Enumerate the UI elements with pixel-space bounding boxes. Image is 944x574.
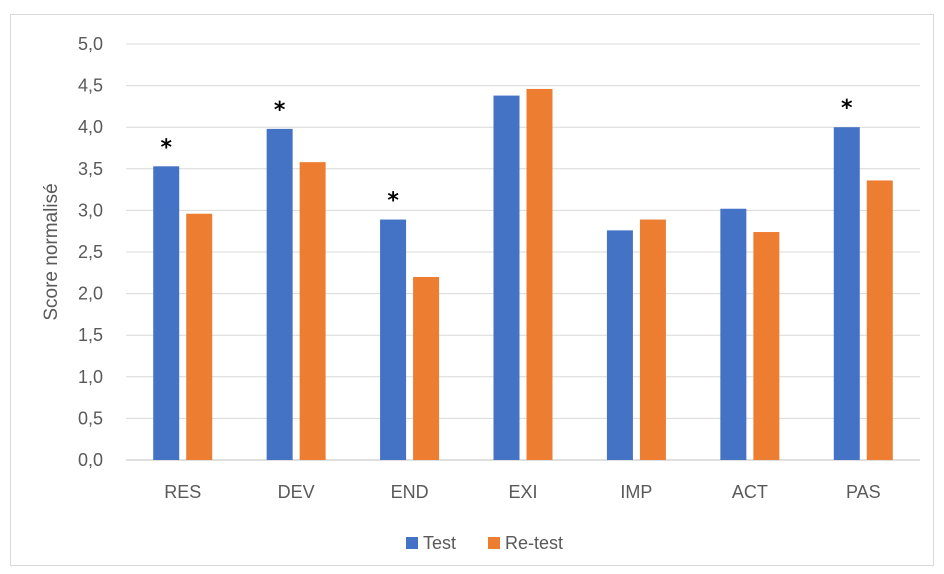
bar-re-test-imp [639,219,666,460]
y-tick-label: 2,0 [78,284,103,304]
y-tick-label: 4,0 [78,117,103,137]
x-tick-label: IMP [620,482,652,502]
bar-re-test-pas [866,180,893,460]
significance-marker: * [160,135,172,160]
significance-marker: * [274,98,286,123]
y-tick-label: 3,5 [78,159,103,179]
significance-markers: * * * * [160,96,853,213]
significance-marker: * [841,96,853,121]
y-tick-label: 1,0 [78,367,103,387]
bars [153,88,893,461]
y-axis-ticks: 0,0 0,5 1,0 1,5 2,0 2,5 3,0 3,5 4,0 4,5 5,0 [78,34,103,470]
x-tick-label: ACT [732,482,768,502]
bar-re-test-exi [526,88,553,460]
bar-test-res [153,166,180,460]
bar-re-test-end [413,276,440,460]
x-axis-ticks: RES DEV END EXI IMP ACT PAS [164,482,880,502]
legend-swatch [488,537,500,549]
y-tick-label: 5,0 [78,34,103,54]
y-tick-label: 2,5 [78,242,103,262]
y-tick-label: 1,5 [78,325,103,345]
legend-swatch [406,537,418,549]
bar-test-exi [493,95,520,461]
x-tick-label: EXI [508,482,537,502]
bar-re-test-act [753,232,780,460]
legend-label: Re-test [505,533,563,553]
bar-test-imp [606,230,633,460]
bar-re-test-res [186,213,213,460]
x-tick-label: RES [164,482,201,502]
significance-marker: * [387,189,399,214]
y-axis-label: Score normalisé [41,183,62,320]
bar-re-test-dev [299,162,326,461]
x-tick-label: PAS [846,482,881,502]
y-tick-label: 0,5 [78,408,103,428]
y-tick-label: 4,5 [78,76,103,96]
gridlines [126,43,920,461]
y-tick-label: 3,0 [78,200,103,220]
legend: Test Re-test [406,533,563,553]
bar-test-pas [833,127,860,460]
x-tick-label: END [391,482,429,502]
bar-test-act [720,208,747,460]
bar-test-end [380,219,407,460]
legend-label: Test [423,533,456,553]
bar-test-dev [266,128,293,460]
y-tick-label: 0,0 [78,450,103,470]
x-tick-label: DEV [278,482,315,502]
